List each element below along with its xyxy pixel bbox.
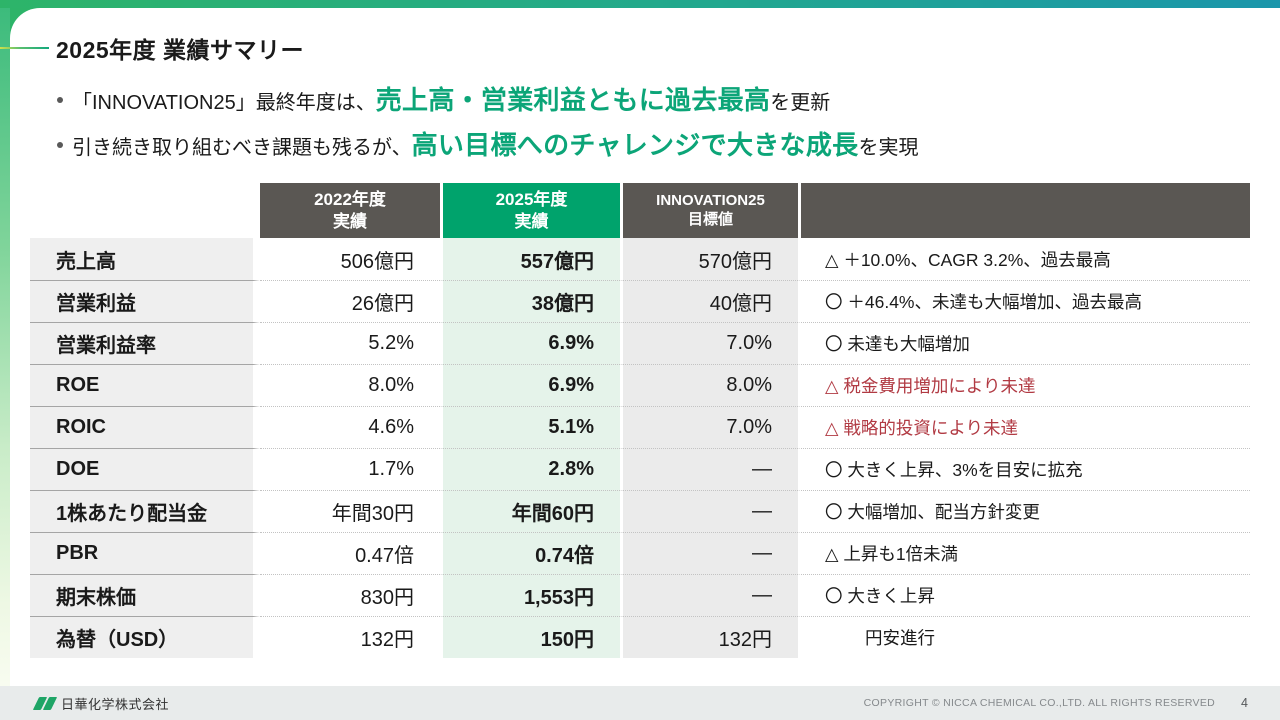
row-label: 期末株価 (30, 574, 260, 616)
value-target: 7.0% (620, 322, 798, 364)
column-header-fy2022: 2022年度 実績 (260, 183, 440, 238)
column-header-fy2025: 2025年度 実績 (440, 183, 620, 238)
copyright-text: COPYRIGHT © NICCA CHEMICAL CO.,LTD. ALL … (863, 697, 1216, 709)
column-header-line: INNOVATION25 (656, 191, 765, 209)
footer-right: COPYRIGHT © NICCA CHEMICAL CO.,LTD. ALL … (864, 696, 1248, 710)
table-row: 営業利益率 5.2% 6.9% 7.0% 〇 未達も大幅増加 (30, 322, 1250, 364)
table-row: 為替（USD） 132円 150円 132円 円安進行 (30, 616, 1250, 658)
row-note: △ 上昇も1倍未満 (798, 532, 1250, 574)
highlights: 「INNOVATION25」最終年度は、 売上高・営業利益ともに過去最高 を更新 引… (57, 80, 918, 170)
value-fy2022: 26億円 (260, 280, 440, 322)
row-label: PBR (30, 532, 260, 574)
bullet-highlight: 高い目標へのチャレンジで大きな成長 (411, 130, 859, 160)
table-body: 売上高 506億円 557億円 570億円 △ ＋10.0%、CAGR 3.2%、過去最… (30, 238, 1250, 658)
value-fy2025: 年間60円 (440, 490, 620, 532)
value-target: 8.0% (620, 364, 798, 406)
row-label: 為替（USD） (30, 616, 260, 658)
row-note: 〇 ＋46.4%、未達も大幅増加、過去最高 (798, 280, 1250, 322)
page-number: 4 (1241, 696, 1248, 710)
table-row: PBR 0.47倍 0.74倍 — △ 上昇も1倍未満 (30, 532, 1250, 574)
table-row: ROIC 4.6% 5.1% 7.0% △ 戦略的投資により未達 (30, 406, 1250, 448)
row-label: 売上高 (30, 238, 260, 280)
row-note: 〇 大幅増加、配当方針変更 (798, 490, 1250, 532)
table-row: ROE 8.0% 6.9% 8.0% △ 税金費用増加により未達 (30, 364, 1250, 406)
value-fy2025: 557億円 (440, 238, 620, 280)
value-target: 132円 (620, 616, 798, 658)
value-target: — (620, 574, 798, 616)
row-note: 〇 大きく上昇、3%を目安に拡充 (798, 448, 1250, 490)
table-row: 1株あたり配当金 年間30円 年間60円 — 〇 大幅増加、配当方針変更 (30, 490, 1250, 532)
value-target: — (620, 490, 798, 532)
value-target: 40億円 (620, 280, 798, 322)
table-row: 期末株価 830円 1,553円 — 〇 大きく上昇 (30, 574, 1250, 616)
title-accent-line (0, 47, 49, 49)
column-header-line: 目標値 (687, 210, 733, 228)
value-fy2022: 4.6% (260, 406, 440, 448)
value-fy2025: 1,553円 (440, 574, 620, 616)
company-name: 日華化学株式会社 (61, 696, 170, 712)
row-label: ROE (30, 364, 260, 406)
value-fy2025: 6.9% (440, 322, 620, 364)
row-note: 円安進行 (798, 616, 1250, 658)
value-target: 7.0% (620, 406, 798, 448)
page-title: 2025年度 業績サマリー (56, 37, 305, 63)
row-label: 1株あたり配当金 (30, 490, 260, 532)
value-fy2022: 0.47倍 (260, 532, 440, 574)
value-fy2022: 年間30円 (260, 490, 440, 532)
performance-table: 2022年度 実績 2025年度 実績 INNOVATION25 目標値 売上高… (30, 183, 1250, 658)
value-fy2025: 2.8% (440, 448, 620, 490)
row-label: 営業利益率 (30, 322, 260, 364)
header-spacer (30, 183, 260, 238)
row-note: △ 税金費用増加により未達 (798, 364, 1250, 406)
bullet-dot-icon (57, 142, 63, 148)
table-row: DOE 1.7% 2.8% — 〇 大きく上昇、3%を目安に拡充 (30, 448, 1250, 490)
column-header-target: INNOVATION25 目標値 (620, 183, 798, 238)
footer: 日華化学株式会社 COPYRIGHT © NICCA CHEMICAL CO.,… (0, 686, 1280, 720)
value-target: — (620, 532, 798, 574)
top-gradient-strip (0, 0, 1280, 8)
value-fy2022: 830円 (260, 574, 440, 616)
bullet-text: を実現 (858, 137, 919, 159)
row-note: △ 戦略的投資により未達 (798, 406, 1250, 448)
value-fy2022: 132円 (260, 616, 440, 658)
table-row: 売上高 506億円 557億円 570億円 △ ＋10.0%、CAGR 3.2%、過去最… (30, 238, 1250, 280)
row-note: 〇 未達も大幅増加 (798, 322, 1250, 364)
column-header-line: 実績 (514, 211, 549, 231)
value-fy2025: 6.9% (440, 364, 620, 406)
nicca-logo-icon (32, 696, 58, 710)
table-row: 営業利益 26億円 38億円 40億円〇 ＋46.4%、未達も大幅増加、過去最高 (30, 280, 1250, 322)
row-note: △ ＋10.0%、CAGR 3.2%、過去最高 (798, 238, 1250, 280)
bullet-text: を更新 (770, 92, 831, 114)
value-target: — (620, 448, 798, 490)
bullet-dot-icon (57, 97, 63, 103)
value-fy2025: 0.74倍 (440, 532, 620, 574)
table-header-row: 2022年度 実績 2025年度 実績 INNOVATION25 目標値 (30, 183, 1250, 238)
row-label: ROIC (30, 406, 260, 448)
left-gradient-strip (0, 8, 10, 686)
column-header-line: 2022年度 (314, 190, 386, 210)
value-fy2025: 38億円 (440, 280, 620, 322)
bullet-text: 引き続き取り組むべき課題も残るが、 (72, 137, 412, 159)
value-fy2025: 150円 (440, 616, 620, 658)
bullet-item: 引き続き取り組むべき課題も残るが、 高い目標へのチャレンジで大きな成長 を実現 (57, 125, 918, 170)
column-header-line: 2025年度 (495, 190, 568, 210)
row-label: DOE (30, 448, 260, 490)
value-fy2022: 5.2% (260, 322, 440, 364)
bullet-item: 「INNOVATION25」最終年度は、 売上高・営業利益ともに過去最高 を更新 (57, 80, 918, 125)
row-note: 〇 大きく上昇 (798, 574, 1250, 616)
value-fy2022: 506億円 (260, 238, 440, 280)
value-target: 570億円 (620, 238, 798, 280)
column-header-notes (798, 183, 1250, 238)
value-fy2022: 1.7% (260, 448, 440, 490)
column-header-line: 実績 (333, 211, 367, 231)
bullet-text: 「INNOVATION25」最終年度は、 (72, 92, 376, 114)
value-fy2025: 5.1% (440, 406, 620, 448)
value-fy2022: 8.0% (260, 364, 440, 406)
row-label: 営業利益 (30, 280, 260, 322)
bullet-highlight: 売上高・営業利益ともに過去最高 (375, 85, 771, 115)
